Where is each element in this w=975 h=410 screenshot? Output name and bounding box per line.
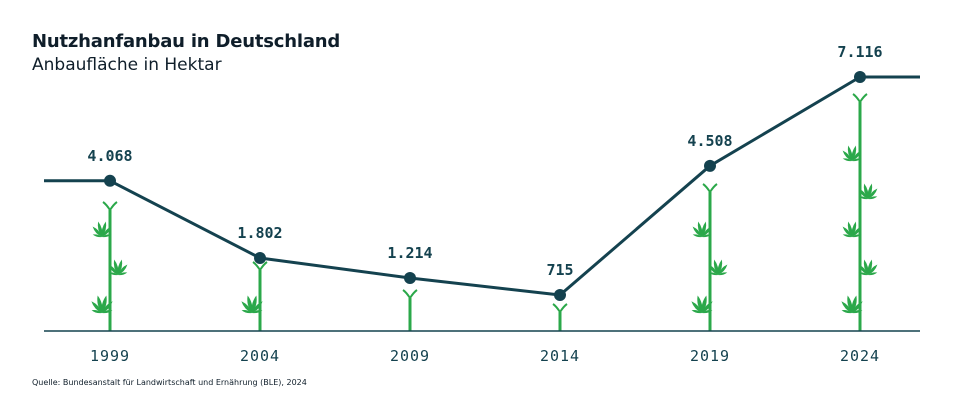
x-tick-label-2004: 2004 [240,347,280,365]
hemp-plant-illustrations [91,93,878,331]
data-point-2014 [554,289,566,301]
x-tick-label-2014: 2014 [540,347,580,365]
hemp-sprout [252,261,268,271]
chart-title: Nutzhanfanbau in Deutschland [32,31,341,52]
data-label-2024: 7.116 [837,43,882,61]
hemp-leaf-icon [691,295,713,314]
data-labels: 4.068 1.802 1.214 715 4.508 7.116 [87,43,882,279]
hemp-plant-2019 [691,183,728,331]
hemp-sprout [552,303,568,313]
hemp-sprout [702,183,718,193]
data-label-2014: 715 [546,261,573,279]
series-line [44,75,920,297]
hemp-plant-2004 [241,261,268,331]
hemp-leaf-icon [692,221,712,238]
data-points [104,71,866,301]
hemp-leaf-icon [708,259,728,276]
data-point-2024 [854,71,866,83]
x-axis-ticks: 1999 2004 2009 2014 2019 2024 [90,347,880,365]
data-label-1999: 4.068 [87,147,132,165]
x-tick-label-2009: 2009 [390,347,430,365]
hemp-plant-1999 [91,201,128,331]
hemp-leaf-icon [858,259,878,276]
data-label-2019: 4.508 [687,132,732,150]
data-label-2009: 1.214 [387,244,432,262]
data-point-2004 [254,251,266,264]
hemp-leaf-icon [841,295,863,314]
hemp-leaf-icon [842,221,862,238]
hemp-leaf-icon [91,295,113,314]
hemp-leaf-icon [241,295,263,314]
hemp-plant-2014 [552,303,568,331]
hemp-sprout [402,289,418,299]
hemp-plant-2024 [841,93,878,331]
hemp-leaf-icon [842,145,862,162]
source-note: Quelle: Bundesanstalt für Landwirtschaft… [32,378,307,387]
data-point-2009 [404,272,416,285]
hemp-sprout [852,93,868,103]
hemp-leaf-icon [108,259,128,276]
data-label-2004: 1.802 [237,224,282,242]
x-tick-label-2019: 2019 [690,347,730,365]
data-point-2019 [704,159,716,172]
hemp-sprout [102,201,118,211]
x-tick-label-2024: 2024 [840,347,880,365]
chart-subtitle: Anbaufläche in Hektar [32,55,222,75]
data-point-1999 [104,174,116,187]
hemp-leaf-icon [858,183,878,200]
hemp-plant-2009 [402,289,418,331]
hemp-leaf-icon [92,221,112,238]
x-tick-label-1999: 1999 [90,347,130,365]
